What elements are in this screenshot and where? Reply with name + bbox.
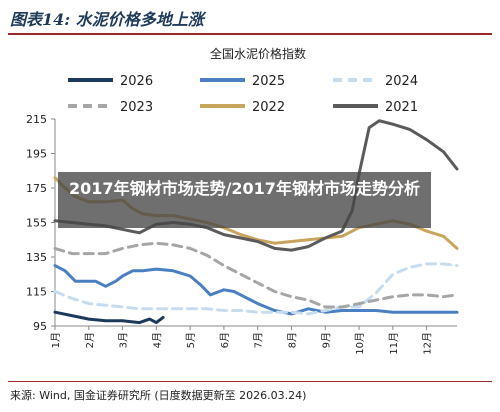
source-note: 来源: Wind, 国金证券研究所 (日度数据更新至 2026.03.24) — [10, 389, 307, 402]
y-tick-label: 175 — [26, 182, 47, 195]
x-tick-label: 7月 — [253, 332, 265, 348]
y-tick-label: 95 — [33, 320, 47, 333]
legend-label-2026: 2026 — [120, 74, 153, 89]
x-tick-label: 2月 — [84, 332, 96, 348]
legend-label-2022: 2022 — [252, 100, 285, 115]
series-line-2026 — [53, 310, 165, 325]
legend-label-2021: 2021 — [385, 100, 418, 115]
x-tick-label: 8月 — [286, 332, 298, 348]
legend-label-2025: 2025 — [252, 74, 285, 89]
x-tick-label: 5月 — [185, 332, 197, 348]
series-line-2023 — [53, 241, 459, 309]
series-line-2024 — [53, 262, 459, 316]
axes: 95 115 135 155 175 195 215 1月 2月 3月 4月 5月 6月 7月 8月 9月 10… — [26, 113, 457, 355]
x-tick-label: 1月 — [50, 332, 62, 348]
x-tick-label: 6月 — [219, 332, 231, 348]
figure-header: 图表14: 水泥价格多地上涨 — [0, 0, 500, 38]
y-tick-label: 135 — [26, 251, 47, 264]
legend-label-2023: 2023 — [120, 100, 153, 115]
y-tick-label: 155 — [26, 217, 47, 230]
x-tick-label: 10月 — [354, 332, 366, 355]
y-tick-label: 215 — [26, 113, 47, 126]
figure-title: 图表14: 水泥价格多地上涨 — [10, 10, 204, 29]
footer-rule — [8, 381, 492, 382]
x-tick-label: 3月 — [118, 332, 130, 348]
y-tick-label: 115 — [26, 286, 47, 299]
x-tick-label: 12月 — [422, 332, 434, 355]
x-tick-label: 9月 — [320, 332, 332, 348]
legend-label-2024: 2024 — [385, 74, 418, 89]
x-tick-label: 4月 — [151, 332, 163, 348]
chart-svg: 全国水泥价格指数 2026 2025 2024 2023 2022 2021 95 115 1… — [26, 46, 459, 355]
header-rule — [8, 33, 492, 35]
series-line-2021 — [53, 119, 459, 252]
y-tick-label: 195 — [26, 148, 47, 161]
overlay-banner: 2017年钢材市场走势/2017年钢材市场走势分析 — [58, 172, 431, 228]
legend: 2026 2025 2024 2023 2022 2021 — [68, 74, 418, 115]
x-tick-label: 11月 — [388, 332, 400, 355]
series-line-2025 — [53, 264, 459, 316]
chart-title: 全国水泥价格指数 — [210, 46, 306, 61]
